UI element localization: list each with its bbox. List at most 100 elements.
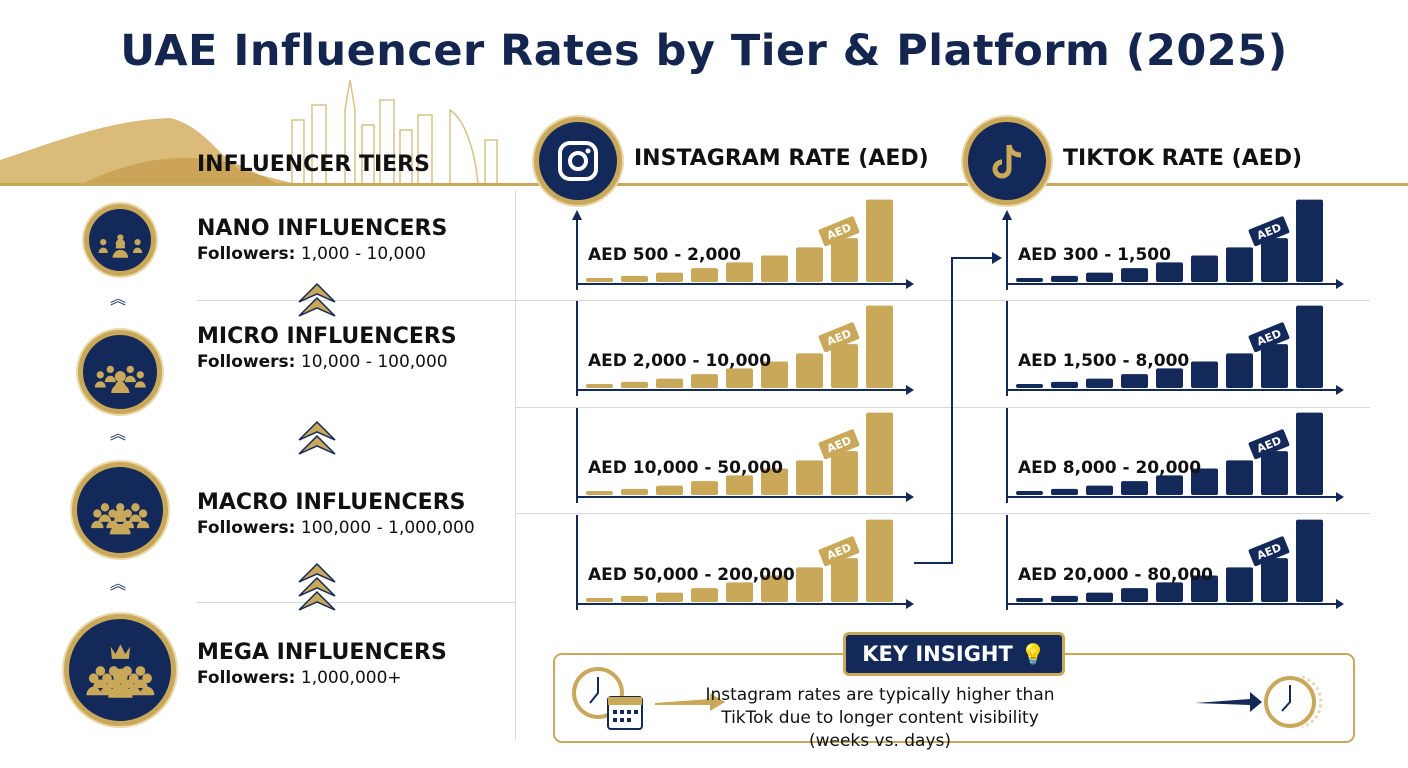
tiktok-logo: [963, 117, 1051, 205]
bar: [726, 368, 753, 388]
rate-range-label: AED 8,000 - 20,000: [1018, 458, 1202, 478]
up-arrows-icon: [296, 282, 338, 330]
bar: [1226, 460, 1253, 495]
tier-name: MEGA INFLUENCERS: [197, 640, 447, 665]
price-tag-icon: AED: [1248, 536, 1290, 567]
key-insight-badge: KEY INSIGHT 💡: [843, 632, 1065, 676]
followers-range: 10,000 - 100,000: [300, 352, 448, 372]
rate-range-label: AED 300 - 1,500: [1018, 245, 1171, 265]
price-tag-icon: AED: [1248, 429, 1290, 460]
bar: [621, 381, 648, 388]
bar: [726, 475, 753, 495]
tier-icon-circle: [72, 462, 168, 558]
bar: [1156, 368, 1183, 388]
bar: [831, 558, 858, 602]
axis: [576, 515, 910, 610]
followers-label: Followers:: [197, 518, 296, 538]
rate-mini-chart: AED: [576, 408, 914, 503]
bar: [796, 247, 823, 282]
tiers-header: INFLUENCER TIERS: [197, 152, 430, 177]
bar: [621, 595, 648, 602]
axis: [576, 215, 910, 290]
axis: [576, 408, 910, 503]
up-chevron-icon: ︽: [110, 289, 127, 308]
bar: [1156, 582, 1183, 602]
bar: [1296, 305, 1323, 388]
bar: [656, 592, 683, 602]
bar: [1296, 199, 1323, 282]
instagram-header: INSTAGRAM RATE (AED): [634, 146, 929, 171]
bar: [1051, 275, 1078, 282]
bar: [1016, 491, 1043, 495]
bar: [1296, 519, 1323, 602]
bar: [761, 575, 788, 602]
bar: [1086, 378, 1113, 388]
bar: [796, 567, 823, 602]
bar: [1296, 412, 1323, 495]
price-tag-icon: AED: [1248, 322, 1290, 353]
rate-mini-chart: AED: [576, 301, 914, 396]
rate-mini-chart: AED: [1006, 301, 1344, 396]
key-insight-label: KEY INSIGHT: [862, 642, 1013, 666]
price-tag-icon: AED: [818, 536, 860, 567]
bar: [761, 255, 788, 282]
followers-label: Followers:: [197, 668, 296, 688]
bar: [1051, 595, 1078, 602]
rate-range-label: AED 10,000 - 50,000: [588, 458, 783, 478]
bar: [866, 519, 893, 602]
bar: [866, 199, 893, 282]
bar: [691, 588, 718, 602]
rate-mini-chart: AED: [1006, 408, 1344, 503]
rate-range-label: AED 50,000 - 200,000: [588, 565, 795, 585]
group-icon: [98, 234, 142, 258]
axis: [1006, 301, 1340, 396]
bar: [1121, 374, 1148, 388]
bar: [1086, 485, 1113, 495]
header-divider: [0, 183, 1408, 186]
price-tag-icon: AED: [818, 216, 860, 247]
bar: [1016, 278, 1043, 282]
bar: [1051, 488, 1078, 495]
up-chevron-icon: ︽: [110, 424, 127, 443]
axis: [1006, 408, 1340, 503]
bar: [866, 412, 893, 495]
price-tag-icon: AED: [1248, 216, 1290, 247]
bar: [1191, 255, 1218, 282]
followers-range: 1,000,000+: [300, 668, 402, 688]
bar: [831, 238, 858, 282]
bar: [586, 384, 613, 388]
group-icon: [94, 365, 146, 393]
bar: [656, 378, 683, 388]
bar: [1156, 475, 1183, 495]
tiktok-icon: [992, 144, 1022, 179]
bar: [586, 491, 613, 495]
bar: [1086, 592, 1113, 602]
column-divider: [515, 190, 516, 740]
up-chevron-icon: ︽: [110, 574, 127, 593]
page-title: UAE Influencer Rates by Tier & Platform …: [120, 26, 1288, 76]
bar: [1261, 558, 1288, 602]
bar: [691, 374, 718, 388]
clock-calendar-icon: [572, 667, 725, 730]
bar: [831, 344, 858, 388]
axis: [1006, 515, 1340, 610]
bar: [761, 361, 788, 388]
rate-range-label: AED 1,500 - 8,000: [1018, 351, 1190, 371]
price-tag-icon: AED: [818, 322, 860, 353]
crowd-icon: [90, 502, 150, 534]
up-arrows-icon: [296, 420, 338, 468]
clock-fading-icon: [1195, 675, 1323, 729]
row-divider: [515, 513, 1370, 514]
bar: [621, 488, 648, 495]
axis: [1006, 215, 1340, 290]
bar: [726, 582, 753, 602]
bar: [691, 268, 718, 282]
instagram-logo: [534, 117, 622, 205]
key-insight-text: Instagram rates are typically higher tha…: [705, 685, 1055, 751]
bar: [586, 278, 613, 282]
tier-followers: Followers: 10,000 - 100,000: [197, 352, 448, 372]
axis: [576, 301, 910, 396]
tier-icon-circle: [64, 614, 176, 726]
bar: [1191, 361, 1218, 388]
up-arrows-icon: [296, 562, 338, 626]
